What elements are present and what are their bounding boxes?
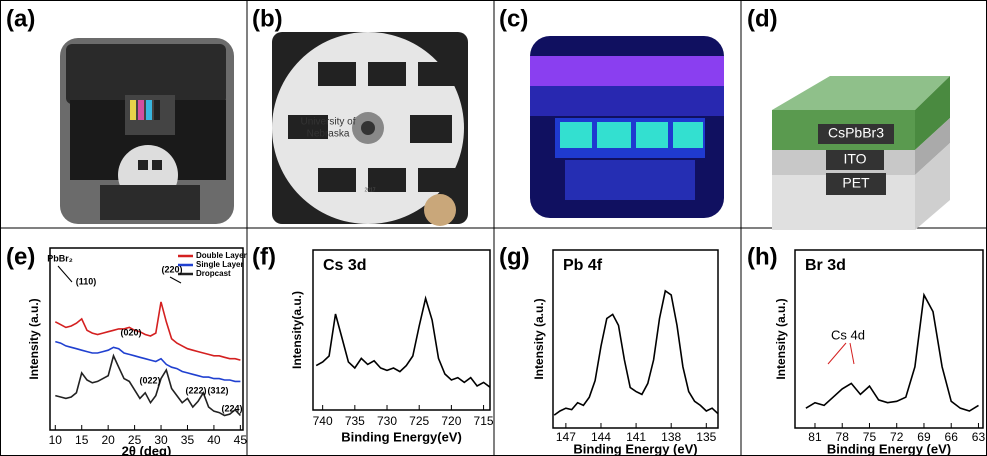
x-tick-label: 740 bbox=[313, 414, 333, 428]
panel-label: (f) bbox=[252, 243, 276, 270]
peak-annotation: (022) bbox=[139, 375, 160, 385]
panel-label: (g) bbox=[499, 243, 530, 270]
x-axis-label: 2θ (deg) bbox=[122, 443, 172, 456]
y-axis-label: Intensity(a.u.) bbox=[290, 291, 304, 369]
panel-label: (c) bbox=[499, 5, 528, 32]
x-tick-label: 75 bbox=[863, 430, 877, 444]
x-tick-label: 40 bbox=[207, 433, 221, 447]
x-tick-label: 715 bbox=[474, 414, 494, 428]
layer-label: CsPbBr3 bbox=[828, 125, 884, 141]
x-axis-label: Binding Energy (eV) bbox=[827, 441, 951, 456]
plot-title: Pb 4f bbox=[563, 257, 603, 274]
x-axis-label: Binding Energy(eV) bbox=[341, 429, 462, 444]
x-tick-label: 25 bbox=[128, 433, 142, 447]
annotation-pointer bbox=[849, 342, 855, 365]
plot-frame bbox=[794, 249, 984, 429]
legend-label: Single Layer bbox=[196, 260, 244, 269]
annotation-pointer bbox=[57, 265, 73, 283]
panel-label: (b) bbox=[252, 5, 283, 32]
peak-annotation: PbBr₂ bbox=[47, 253, 73, 263]
layer-tag bbox=[826, 173, 886, 195]
y-axis-label: Intensity (a.u.) bbox=[774, 298, 788, 379]
x-tick-label: 141 bbox=[626, 430, 646, 444]
layer-label: PET bbox=[842, 175, 870, 191]
annotation-pointer bbox=[169, 276, 182, 284]
x-tick-label: 15 bbox=[75, 433, 89, 447]
y-axis-label: Intensity (a.u.) bbox=[27, 298, 41, 379]
peak-annotation: (222) bbox=[185, 385, 206, 395]
photo-fluorescence bbox=[530, 36, 724, 218]
x-tick-label: 69 bbox=[917, 430, 931, 444]
legend-label: Dropcast bbox=[196, 269, 231, 278]
plot-frame bbox=[312, 249, 491, 411]
x-tick-label: 135 bbox=[696, 430, 716, 444]
peak-annotation: (220) bbox=[161, 264, 182, 274]
plot-frame bbox=[552, 249, 719, 429]
x-tick-label: 147 bbox=[556, 430, 576, 444]
x-tick-label: 63 bbox=[972, 430, 986, 444]
panel-label: (h) bbox=[747, 243, 778, 270]
x-tick-label: 730 bbox=[377, 414, 397, 428]
disc-text: University of bbox=[300, 117, 355, 128]
photo-printer bbox=[60, 38, 234, 224]
x-tick-label: 35 bbox=[181, 433, 195, 447]
x-tick-label: 735 bbox=[345, 414, 365, 428]
peak-annotation: Cs 4d bbox=[831, 327, 865, 342]
layer-tag bbox=[818, 124, 894, 144]
x-tick-label: 81 bbox=[808, 430, 822, 444]
x-tick-label: 144 bbox=[591, 430, 611, 444]
panel-label: (d) bbox=[747, 5, 778, 32]
legend-label: Double Layer bbox=[196, 251, 247, 260]
x-tick-label: 66 bbox=[945, 430, 959, 444]
disc-text: 2017 bbox=[364, 187, 375, 193]
spectrum-line bbox=[553, 289, 719, 416]
x-tick-label: 20 bbox=[101, 433, 115, 447]
x-tick-label: 45 bbox=[234, 433, 248, 447]
x-axis-label: Binding Energy (eV) bbox=[573, 441, 697, 456]
annotation-pointer bbox=[827, 342, 847, 365]
plot-title: Cs 3d bbox=[323, 257, 367, 274]
peak-annotation: (110) bbox=[76, 276, 97, 286]
layer-label: ITO bbox=[843, 151, 866, 167]
spectrum-line bbox=[55, 353, 241, 417]
spectrum-line bbox=[54, 301, 241, 361]
plot-title: Br 3d bbox=[805, 257, 846, 274]
spectrum-line bbox=[805, 292, 979, 412]
peak-annotation: (020) bbox=[120, 327, 141, 337]
x-tick-label: 78 bbox=[836, 430, 850, 444]
spectrum-line bbox=[55, 340, 241, 383]
plot-frame bbox=[49, 247, 244, 431]
x-tick-label: 10 bbox=[49, 433, 63, 447]
panel-label: (e) bbox=[6, 243, 35, 270]
y-axis-label: Intensity (a.u.) bbox=[532, 298, 546, 379]
disc-text: Nebraska bbox=[307, 129, 350, 140]
panel-label: (a) bbox=[6, 5, 35, 32]
x-tick-label: 138 bbox=[661, 430, 681, 444]
spectrum-line bbox=[315, 295, 491, 388]
x-tick-label: 72 bbox=[890, 430, 904, 444]
photo-disc bbox=[272, 32, 468, 226]
x-tick-label: 30 bbox=[154, 433, 168, 447]
layer-tag bbox=[826, 150, 884, 170]
x-tick-label: 720 bbox=[441, 414, 461, 428]
peak-annotation: (224) bbox=[221, 403, 242, 413]
x-tick-label: 725 bbox=[409, 414, 429, 428]
peak-annotation: (312) bbox=[207, 385, 228, 395]
